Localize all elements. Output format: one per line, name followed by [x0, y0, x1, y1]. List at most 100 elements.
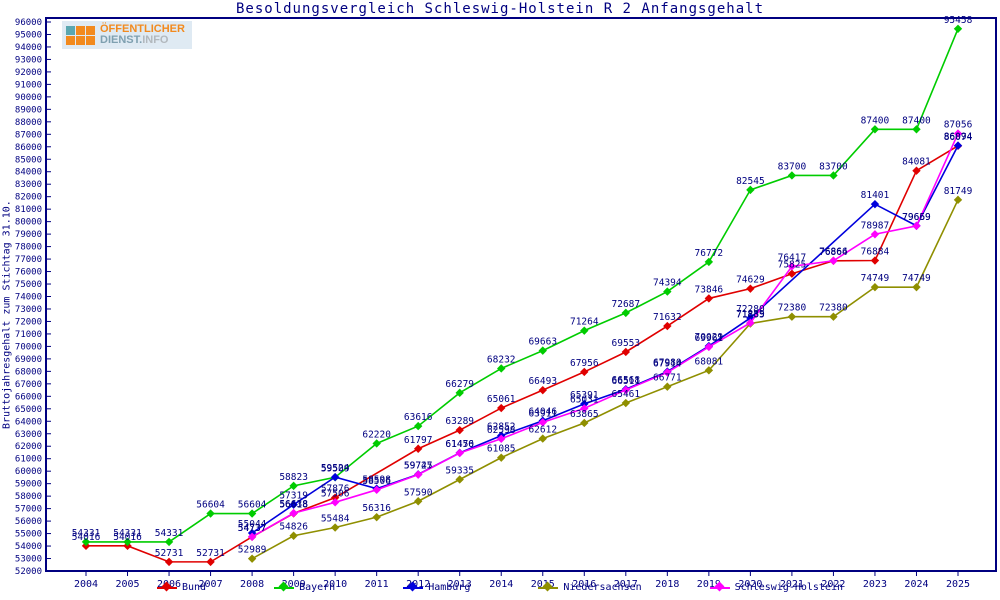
svg-text:2017: 2017: [614, 579, 638, 590]
svg-text:2020: 2020: [738, 579, 762, 590]
svg-text:63000: 63000: [15, 430, 42, 440]
svg-text:87056: 87056: [944, 120, 973, 131]
legend-item-bund: Bund: [156, 581, 207, 593]
svg-text:61000: 61000: [15, 455, 42, 465]
legend-item-hamburg: Hamburg: [403, 581, 471, 593]
svg-text:79669: 79669: [902, 212, 931, 223]
svg-text:81401: 81401: [861, 190, 890, 201]
svg-text:87400: 87400: [861, 115, 890, 126]
legend-label: Bund: [181, 582, 207, 593]
svg-text:77000: 77000: [15, 255, 42, 265]
svg-text:2013: 2013: [448, 579, 472, 590]
svg-text:71000: 71000: [15, 330, 42, 340]
logo-text: ÖFFENTLICHER DIENST.INFO: [100, 24, 185, 46]
svg-text:90000: 90000: [15, 93, 42, 103]
svg-text:84000: 84000: [15, 168, 42, 178]
legend-label: Hamburg: [428, 582, 471, 593]
svg-text:71835: 71835: [736, 310, 765, 321]
svg-text:2012: 2012: [406, 579, 430, 590]
svg-text:66568: 66568: [612, 375, 641, 386]
svg-text:2007: 2007: [199, 579, 223, 590]
svg-text:56618: 56618: [279, 499, 308, 510]
svg-text:2025: 2025: [946, 579, 970, 590]
svg-text:84081: 84081: [902, 157, 931, 168]
series-Schleswig-Holstein: [247, 129, 963, 542]
svg-text:88000: 88000: [15, 118, 42, 128]
svg-text:69553: 69553: [612, 338, 641, 349]
svg-text:63865: 63865: [570, 409, 599, 420]
svg-text:72687: 72687: [612, 299, 641, 310]
svg-text:55484: 55484: [321, 514, 350, 525]
series-Niedersachsen: [247, 195, 963, 563]
page-title: Besoldungsvergleich Schleswig-Holstein R…: [235, 1, 764, 17]
svg-text:78000: 78000: [15, 243, 42, 253]
svg-text:82000: 82000: [15, 193, 42, 203]
svg-text:72380: 72380: [819, 303, 848, 314]
svg-text:2014: 2014: [489, 579, 513, 590]
svg-text:76417: 76417: [778, 252, 807, 263]
svg-text:61456: 61456: [445, 439, 474, 450]
svg-text:62220: 62220: [362, 429, 391, 440]
svg-text:56000: 56000: [15, 517, 42, 527]
svg-text:57000: 57000: [15, 505, 42, 515]
svg-text:56604: 56604: [238, 500, 267, 511]
legend-label: Bayern: [299, 582, 336, 593]
svg-text:66493: 66493: [528, 376, 557, 387]
svg-text:87400: 87400: [902, 115, 931, 126]
svg-text:61797: 61797: [404, 435, 433, 446]
svg-text:58823: 58823: [279, 472, 308, 483]
svg-text:2008: 2008: [240, 579, 264, 590]
svg-text:81749: 81749: [944, 186, 973, 197]
svg-text:2009: 2009: [282, 579, 306, 590]
svg-text:63289: 63289: [445, 416, 474, 427]
svg-text:55000: 55000: [15, 530, 42, 540]
oeffentlicher-dienst-logo[interactable]: ÖFFENTLICHER DIENST.INFO: [62, 21, 192, 49]
svg-text:2023: 2023: [863, 579, 887, 590]
svg-text:74749: 74749: [861, 273, 890, 284]
svg-text:2021: 2021: [780, 579, 804, 590]
logo-squares-icon: [66, 25, 95, 45]
svg-text:2015: 2015: [531, 579, 555, 590]
legend-marker-icon: [403, 581, 424, 592]
svg-text:65391: 65391: [570, 390, 599, 401]
svg-text:2011: 2011: [365, 579, 389, 590]
svg-text:72000: 72000: [15, 317, 42, 327]
svg-text:62598: 62598: [487, 425, 516, 436]
svg-text:58000: 58000: [15, 492, 42, 502]
svg-text:96000: 96000: [15, 18, 42, 28]
legend-marker-icon: [538, 581, 559, 592]
svg-text:56638: 56638: [279, 499, 308, 510]
svg-text:54331: 54331: [113, 528, 142, 539]
svg-text:2022: 2022: [821, 579, 845, 590]
svg-text:59509: 59509: [321, 463, 350, 474]
svg-text:2004: 2004: [74, 579, 98, 590]
svg-text:72280: 72280: [736, 304, 765, 315]
svg-text:93000: 93000: [15, 55, 42, 65]
svg-text:71264: 71264: [570, 317, 599, 328]
svg-text:74749: 74749: [902, 273, 931, 284]
svg-text:65461: 65461: [612, 389, 641, 400]
svg-text:76866: 76866: [819, 247, 848, 258]
svg-text:76884: 76884: [861, 247, 890, 258]
svg-text:59335: 59335: [445, 465, 474, 476]
svg-text:76000: 76000: [15, 268, 42, 278]
legend-label: Niedersachsen: [563, 582, 642, 593]
svg-text:66000: 66000: [15, 392, 42, 402]
svg-text:83000: 83000: [15, 180, 42, 190]
svg-text:66511: 66511: [612, 376, 641, 387]
svg-text:64046: 64046: [528, 407, 557, 418]
y-axis: 52000 53000 54000 55000 56000 57000 58000 59000…: [15, 18, 51, 577]
svg-text:68232: 68232: [487, 354, 516, 365]
svg-text:72380: 72380: [778, 303, 807, 314]
svg-text:58506: 58506: [362, 476, 391, 487]
svg-text:74629: 74629: [736, 275, 765, 286]
legend-label: Schleswig-Holstein: [734, 582, 844, 593]
svg-text:74000: 74000: [15, 293, 42, 303]
svg-text:54016: 54016: [72, 532, 101, 543]
series-Hamburg: [247, 141, 963, 538]
svg-text:2024: 2024: [904, 579, 928, 590]
y-axis-label: Bruttojahresgehalt zum Stichtag 31.10.: [1, 200, 13, 430]
svg-text:62852: 62852: [487, 422, 516, 433]
legend-item-bayern: Bayern: [274, 581, 336, 593]
svg-text:75000: 75000: [15, 280, 42, 290]
